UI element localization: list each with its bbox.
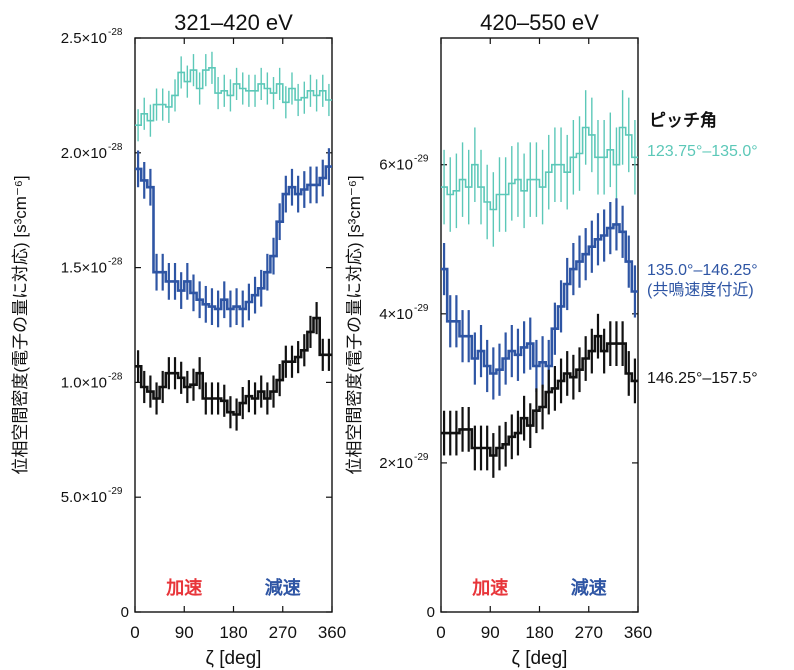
x-tick-label: 270 [269,623,297,642]
x-axis-label: ζ [deg] [512,648,568,669]
y-tick-exponent: -29 [108,486,123,497]
y-tick-exponent: -29 [414,154,429,165]
y-axis-label: 位相空間密度(電子の量に対応) [s³cm⁻⁶] [11,175,30,474]
y-tick-label: 5.0×10 [61,489,107,506]
y-tick-label: 2.5×10 [61,30,107,47]
y-tick-label: 1.5×10 [61,260,107,277]
y-tick-label: 6×10 [379,157,413,174]
series-2 [441,198,638,400]
plot-frame [440,37,639,613]
x-tick-label: 270 [575,623,603,642]
series-3 [441,313,638,478]
legend-label: 146.25°–157.5° [647,370,758,387]
series-line [441,126,638,211]
series-1 [135,51,332,142]
legend-title: ピッチ角 [649,110,717,130]
y-tick-exponent: -28 [108,257,123,268]
annotation-label: 減速 [571,577,607,598]
y-tick-label: 2×10 [379,455,413,472]
x-tick-label: 180 [219,623,247,642]
y-tick-exponent: -29 [414,452,429,463]
y-tick-exponent: -28 [108,371,123,382]
chart-title: 321–420 eV [174,10,293,35]
plot-frame [134,37,333,613]
y-tick-label: 1.0×10 [61,374,107,391]
y-tick-label: 4×10 [379,306,413,323]
y-tick-label: 2.0×10 [61,145,107,162]
y-tick-exponent: -29 [414,303,429,314]
legend-sublabel: (共鳴速度付近) [647,281,754,299]
x-tick-label: 90 [175,623,194,642]
y-axis-label: 位相空間密度(電子の量に対応) [s³cm⁻⁶] [345,175,364,474]
y-tick-exponent: -28 [108,27,123,38]
x-tick-label: 0 [130,623,139,642]
series-line [135,165,332,311]
series-line [135,67,332,126]
legend-label: 123.75°–135.0° [647,143,758,160]
x-tick-label: 360 [318,623,346,642]
annotation-label: 加速 [471,577,508,598]
series-2 [135,148,332,328]
x-tick-label: 180 [525,623,553,642]
series-1 [441,90,638,247]
x-tick-label: 90 [481,623,500,642]
x-tick-label: 360 [624,623,652,642]
x-axis-label: ζ [deg] [206,648,262,669]
y-tick-label: 0 [427,604,435,621]
y-tick-exponent: -28 [108,142,123,153]
y-tick-label: 0 [121,604,129,621]
annotation-label: 加速 [165,577,202,598]
legend-label: 135.0°–146.25° [647,262,758,279]
series-line [135,316,332,416]
series-3 [135,302,332,431]
chart-1: 321–420 eV 0 90 180 270 360 ζ [deg] 0 5.0×10 -29 1… [11,10,346,669]
chart-title: 420–550 eV [480,10,599,35]
annotation-label: 減速 [265,577,301,598]
x-tick-label: 0 [436,623,445,642]
